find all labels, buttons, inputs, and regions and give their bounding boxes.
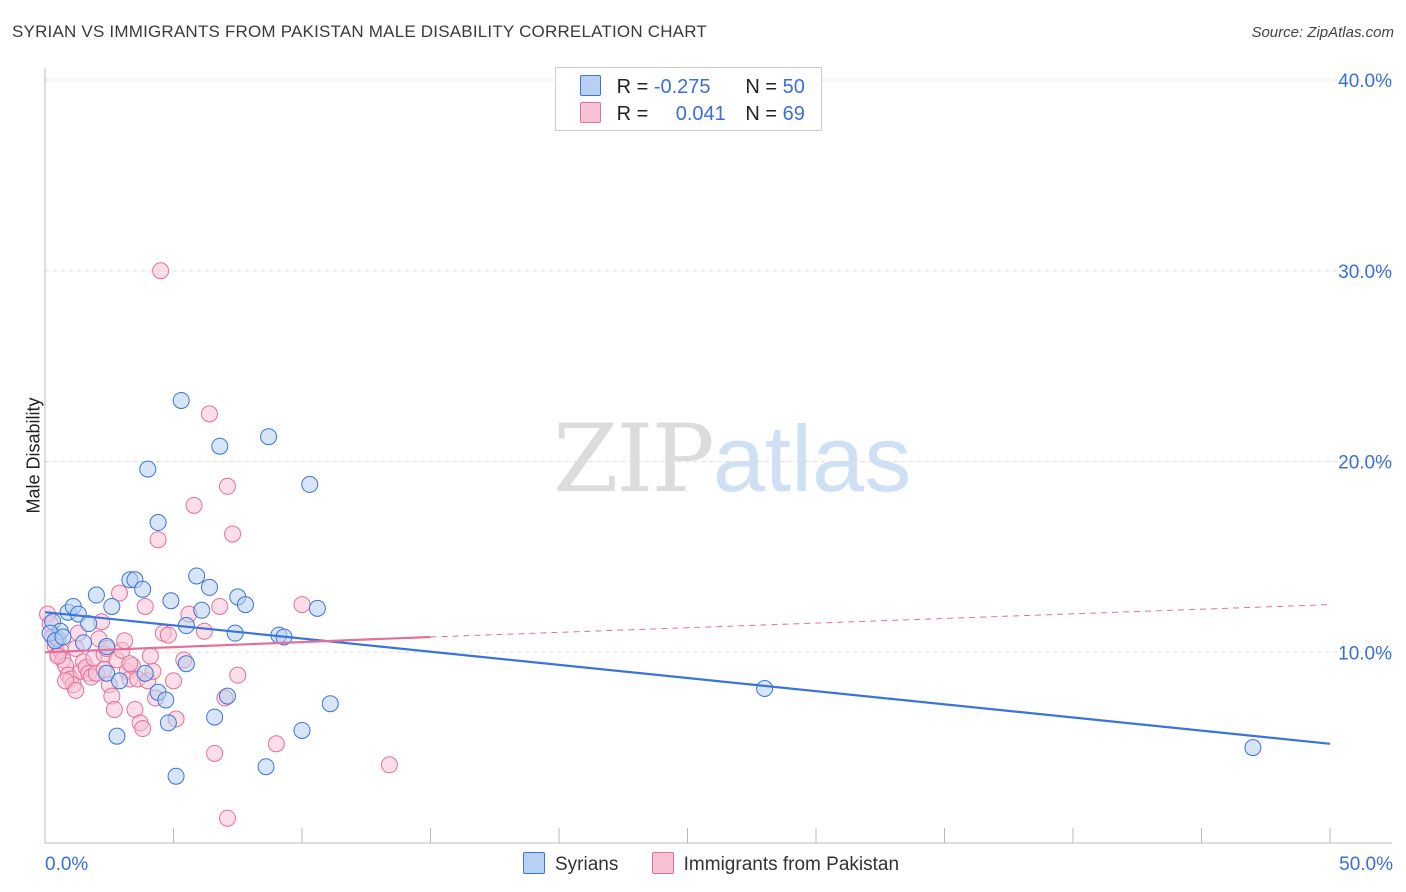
syrians-point	[111, 672, 129, 690]
syrians-point	[1244, 739, 1262, 757]
syrians-point	[162, 592, 180, 610]
legend-row-syrians: R = -0.275 N = 50	[580, 75, 805, 99]
chart-title: SYRIAN VS IMMIGRANTS FROM PAKISTAN MALE …	[12, 22, 707, 41]
source-label: Source: ZipAtlas.com	[1251, 24, 1394, 41]
watermark-atlas: atlas	[712, 406, 912, 511]
syrians-point	[87, 586, 105, 604]
syrians-point	[293, 721, 311, 739]
syrians-point	[236, 596, 254, 614]
syrians-point	[206, 708, 224, 726]
syrians-point	[188, 567, 206, 585]
syrians-point	[193, 601, 211, 619]
legend-item-pakistan: Immigrants from Pakistan	[651, 852, 900, 876]
syrians-point	[260, 428, 278, 446]
legend-item-syrians: Syrians	[523, 852, 618, 876]
pakistan-trend-line-extrapolated	[430, 604, 1331, 638]
x-tick-label: 0.0%	[45, 854, 88, 875]
n-value: 69	[782, 103, 805, 125]
syrians-swatch	[580, 75, 601, 96]
watermark: ZIPatlas	[553, 405, 911, 514]
r-value: 0.041	[675, 103, 726, 125]
syrians-point	[321, 695, 339, 713]
pakistan-point	[218, 809, 236, 827]
pakistan-point	[152, 262, 170, 280]
pakistan-point	[211, 597, 229, 615]
tick-labels: 10.0% 20.0% 30.0% 40.0% 0.0% 50.0%	[45, 71, 1393, 875]
pakistan-point	[165, 672, 182, 690]
pakistan-point	[218, 477, 236, 495]
syrians-point	[139, 460, 157, 478]
n-label: N =	[745, 76, 778, 98]
pakistan-point	[136, 597, 154, 615]
syrians-point	[218, 687, 236, 705]
syrians-point	[98, 638, 116, 656]
legend-label: Immigrants from Pakistan	[683, 854, 900, 875]
syrians-point	[177, 655, 195, 673]
y-tick-label: 10.0%	[1338, 643, 1392, 664]
syrians-point	[108, 727, 126, 745]
r-label: R =	[616, 103, 649, 125]
syrians-point	[103, 597, 121, 615]
syrians-point	[308, 599, 326, 617]
pakistan-point	[267, 735, 285, 753]
r-value: -0.275	[653, 76, 711, 98]
legend-label: Syrians	[555, 854, 619, 875]
syrians-point	[134, 580, 152, 598]
trend-lines	[44, 604, 1331, 745]
pakistan-point	[134, 720, 152, 738]
pakistan-point	[195, 622, 213, 640]
r-label: R =	[616, 76, 649, 98]
syrians-point	[75, 634, 93, 652]
axes	[44, 68, 1392, 844]
syrians-swatch	[523, 852, 545, 874]
pakistan-point	[105, 700, 123, 718]
syrians-point	[211, 437, 229, 455]
n-label: N =	[745, 103, 778, 125]
syrians-point	[301, 475, 319, 493]
syrians-point	[756, 679, 774, 697]
n-value: 50	[782, 76, 805, 98]
syrians-point	[167, 767, 185, 785]
pakistan-trend-line	[44, 635, 431, 654]
pakistan-point	[293, 596, 311, 614]
syrians-point	[136, 664, 154, 682]
syrians-point	[172, 391, 190, 409]
y-tick-label: 40.0%	[1338, 71, 1392, 92]
syrians-point	[200, 578, 218, 596]
series-legend: Syrians Immigrants from Pakistan	[523, 852, 927, 876]
correlation-legend: R = -0.275 N = 50 R = 0.041 N = 69	[555, 67, 822, 131]
pakistan-point	[149, 531, 167, 549]
pakistan-point	[116, 632, 134, 650]
y-axis-label: Male Disability	[23, 397, 44, 514]
pakistan-point	[111, 584, 129, 602]
pakistan-point	[206, 744, 224, 762]
pakistan-swatch	[651, 852, 674, 874]
pakistan-point	[67, 681, 85, 699]
series-syrians-points	[41, 391, 1262, 785]
syrians-point	[149, 514, 167, 532]
syrians-point	[159, 714, 177, 732]
gridlines	[45, 79, 1392, 653]
pakistan-point	[200, 405, 218, 423]
syrians-trend-line	[44, 611, 1331, 745]
pakistan-point	[159, 626, 177, 644]
syrians-point	[98, 664, 116, 682]
pakistan-swatch	[580, 102, 601, 123]
y-tick-label: 30.0%	[1338, 262, 1392, 283]
legend-row-pakistan: R = 0.041 N = 69	[580, 102, 805, 126]
y-tick-label: 20.0%	[1338, 453, 1392, 474]
series-pakistan-points	[39, 262, 398, 827]
syrians-point	[54, 628, 72, 646]
pakistan-point	[121, 655, 139, 673]
pakistan-point	[141, 647, 159, 665]
watermark-zip: ZIP	[553, 405, 715, 514]
pakistan-point	[380, 756, 398, 774]
syrians-point	[257, 758, 275, 776]
x-tick-label: 50.0%	[1339, 854, 1393, 875]
pakistan-point	[224, 525, 242, 543]
syrians-point	[157, 691, 175, 709]
pakistan-point	[185, 496, 203, 514]
pakistan-point	[229, 666, 247, 684]
